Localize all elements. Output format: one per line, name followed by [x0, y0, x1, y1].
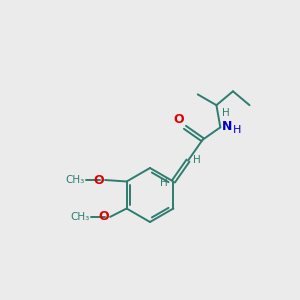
Text: H: H	[194, 155, 201, 165]
Text: O: O	[98, 210, 109, 224]
Text: H: H	[160, 178, 168, 188]
Text: CH₃: CH₃	[70, 212, 89, 222]
Text: H: H	[233, 125, 241, 135]
Text: H: H	[222, 108, 230, 118]
Text: O: O	[173, 113, 184, 126]
Text: CH₃: CH₃	[65, 175, 84, 185]
Text: N: N	[221, 120, 232, 133]
Text: O: O	[93, 173, 104, 187]
